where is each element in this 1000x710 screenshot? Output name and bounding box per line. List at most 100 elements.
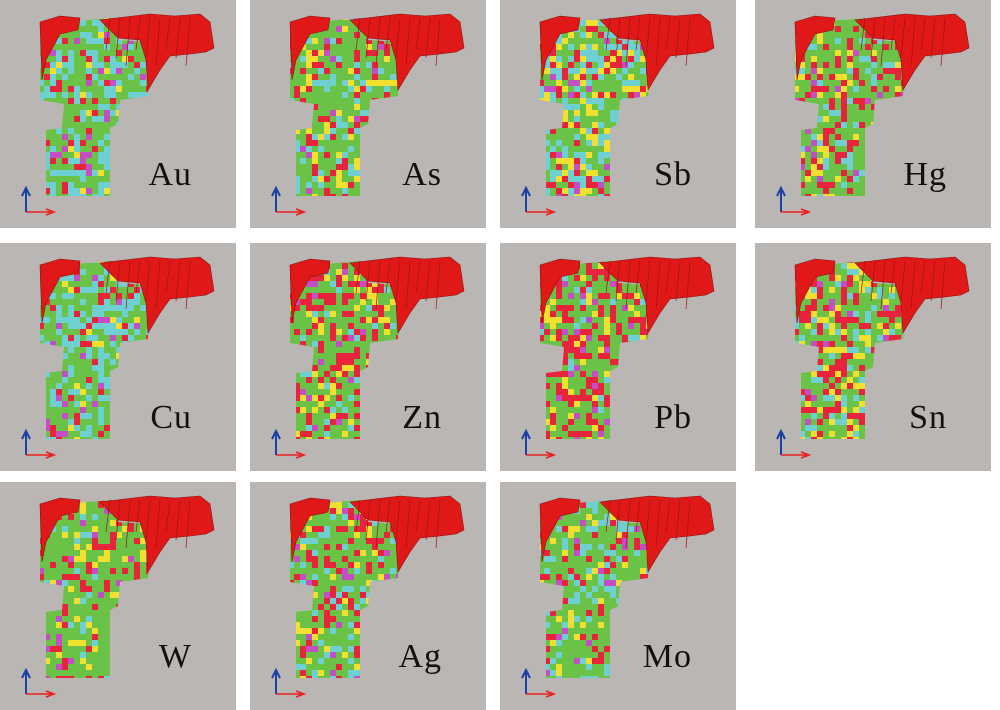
mosaic-cell (604, 110, 611, 117)
mosaic-cell (330, 437, 337, 439)
mosaic-cell (841, 110, 848, 117)
mosaic-cell (110, 526, 117, 533)
mosaic-cell (823, 122, 830, 129)
mosaic-cell (646, 194, 650, 196)
mosaic-cell (44, 299, 51, 306)
mosaic-cell (50, 526, 57, 533)
mosaic-cell (104, 377, 111, 384)
mosaic-cell (889, 407, 896, 414)
mosaic-cell (360, 359, 367, 366)
mosaic-cell (294, 74, 301, 81)
mosaic-cell (44, 176, 51, 183)
mosaic-cell (895, 335, 902, 342)
mosaic-cell (562, 140, 569, 147)
mosaic-cell (568, 146, 575, 153)
mosaic-cell (104, 335, 111, 342)
mosaic-cell (318, 122, 325, 129)
mosaic-cell (62, 188, 69, 195)
mosaic-cell (877, 146, 884, 153)
mosaic-cell (562, 425, 569, 432)
mosaic-cell (823, 128, 830, 135)
mosaic-cell (817, 311, 824, 318)
mosaic-cell (62, 353, 69, 360)
mosaic-cell (544, 104, 551, 111)
mosaic-cell (300, 377, 307, 384)
mosaic-cell (336, 371, 343, 378)
mosaic-cell (360, 275, 367, 282)
mosaic-cell (86, 413, 93, 420)
mosaic-cell (574, 425, 581, 432)
mosaic-cell (360, 419, 367, 426)
mosaic-cell (116, 413, 123, 420)
mosaic-cell (628, 293, 635, 300)
mosaic-cell (324, 188, 331, 195)
mosaic-cell (805, 176, 812, 183)
mosaic-cell (853, 419, 860, 426)
mosaic-cell (92, 20, 99, 27)
mosaic-cell (92, 56, 99, 63)
mosaic-cell (372, 56, 379, 63)
mosaic-cell (835, 56, 842, 63)
mosaic-cell (342, 68, 349, 75)
mosaic-cell (574, 164, 581, 171)
mosaic-cell (116, 176, 123, 183)
mosaic-cell (312, 38, 319, 45)
mosaic-cell (883, 383, 890, 390)
geochemical-map (776, 13, 970, 216)
mosaic-cell (40, 158, 45, 165)
mosaic-cell (68, 419, 75, 426)
mosaic-cell (622, 56, 629, 63)
mosaic-cell (811, 347, 818, 354)
mosaic-cell (56, 287, 63, 294)
mosaic-cell (634, 122, 641, 129)
mosaic-cell (895, 194, 902, 196)
mosaic-cell (336, 437, 343, 439)
mosaic-cell (616, 293, 623, 300)
mosaic-cell (300, 140, 307, 147)
mosaic-cell (568, 152, 575, 159)
mosaic-cell (92, 263, 99, 270)
mosaic-cell (62, 146, 69, 153)
mosaic-cell (646, 401, 650, 408)
mosaic-cell (312, 305, 319, 312)
mosaic-cell (823, 68, 830, 75)
mosaic-cell (859, 377, 866, 384)
mosaic-cell (883, 371, 890, 378)
mosaic-cell (104, 526, 111, 533)
mosaic-cell (544, 311, 551, 318)
mosaic-cell (134, 359, 141, 366)
mosaic-cell (823, 347, 830, 354)
mosaic-cell (829, 74, 836, 81)
mosaic-cell (372, 122, 379, 129)
mosaic-cell (568, 275, 575, 282)
mosaic-cell (294, 425, 301, 432)
mosaic-cell (853, 359, 860, 366)
mosaic-cell (817, 146, 824, 153)
mosaic-cell (378, 365, 385, 372)
mosaic-cell (610, 182, 617, 189)
mosaic-cell (859, 176, 866, 183)
mosaic-cell (805, 353, 812, 360)
mosaic-cell (348, 146, 355, 153)
mosaic-cell (805, 92, 812, 99)
mosaic-cell (829, 134, 836, 141)
mosaic-cell (799, 128, 806, 135)
mosaic-cell (312, 395, 319, 402)
mosaic-cell (877, 56, 884, 63)
mosaic-cell (146, 194, 150, 196)
mosaic-cell (306, 437, 313, 439)
mosaic-cell (342, 377, 349, 384)
mosaic-cell (80, 164, 87, 171)
mosaic-cell (562, 371, 569, 378)
mosaic-cell (895, 74, 902, 81)
mosaic-cell (62, 32, 69, 39)
mosaic-cell (640, 431, 647, 438)
mosaic-cell (540, 158, 545, 165)
mosaic-cell (300, 389, 307, 396)
mosaic-cell (540, 152, 545, 159)
mosaic-cell (56, 170, 63, 177)
mosaic-cell (92, 18, 99, 21)
mosaic-cell (74, 128, 81, 135)
mosaic-cell (574, 341, 581, 348)
